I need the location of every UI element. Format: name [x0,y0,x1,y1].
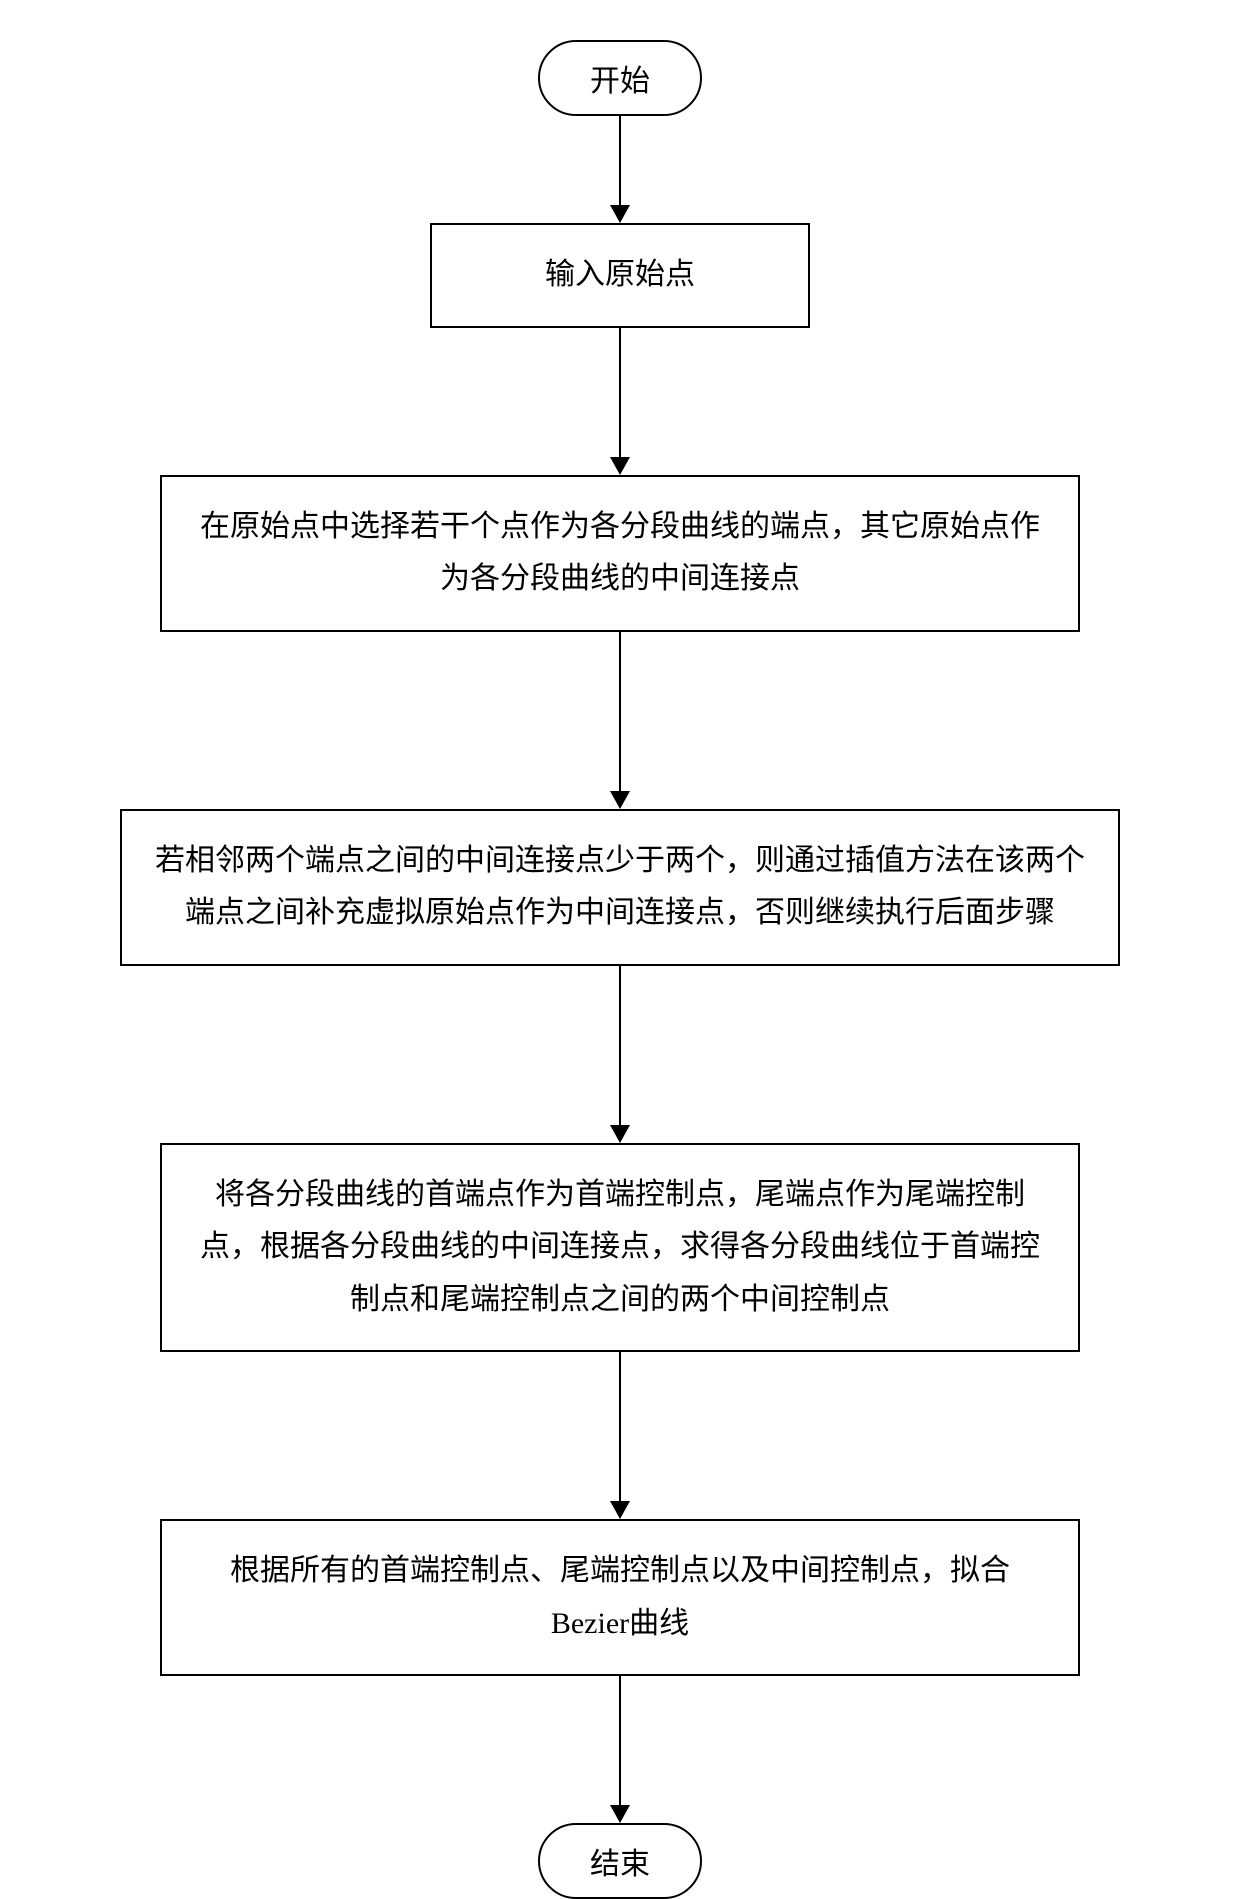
edge-n3-n4 [610,966,630,1143]
edge-n5-end [610,1676,630,1823]
flowchart: 开始 输入原始点 在原始点中选择若干个点作为各分段曲线的端点，其它原始点作为各分… [110,40,1130,1899]
node-select-endpoints: 在原始点中选择若干个点作为各分段曲线的端点，其它原始点作为各分段曲线的中间连接点 [160,475,1080,632]
arrow-head-icon [610,1125,630,1143]
arrow-line [619,116,621,206]
node-interpolate-label: 若相邻两个端点之间的中间连接点少于两个，则通过插值方法在该两个端点之间补充虚拟原… [152,835,1088,940]
arrow-line [619,1676,621,1806]
arrow-head-icon [610,1805,630,1823]
edge-n2-n3 [610,632,630,809]
node-select-endpoints-label: 在原始点中选择若干个点作为各分段曲线的端点，其它原始点作为各分段曲线的中间连接点 [192,501,1048,606]
edge-n4-n5 [610,1352,630,1519]
arrow-head-icon [610,205,630,223]
arrow-head-icon [610,791,630,809]
node-fit-bezier: 根据所有的首端控制点、尾端控制点以及中间控制点，拟合Bezier曲线 [160,1519,1080,1676]
arrow-head-icon [610,457,630,475]
edge-start-n1 [610,116,630,223]
arrow-line [619,1352,621,1502]
node-control-points: 将各分段曲线的首端点作为首端控制点，尾端点作为尾端控制点，根据各分段曲线的中间连… [160,1143,1080,1353]
node-start: 开始 [538,40,702,116]
arrow-head-icon [610,1501,630,1519]
edge-n1-n2 [610,328,630,475]
node-interpolate: 若相邻两个端点之间的中间连接点少于两个，则通过插值方法在该两个端点之间补充虚拟原… [120,809,1120,966]
node-start-label: 开始 [590,65,650,98]
node-control-points-label: 将各分段曲线的首端点作为首端控制点，尾端点作为尾端控制点，根据各分段曲线的中间连… [192,1169,1048,1327]
node-end: 结束 [538,1823,702,1899]
node-fit-bezier-label: 根据所有的首端控制点、尾端控制点以及中间控制点，拟合Bezier曲线 [192,1545,1048,1650]
arrow-line [619,328,621,458]
node-end-label: 结束 [590,1848,650,1881]
arrow-line [619,632,621,792]
node-input-points-label: 输入原始点 [545,249,695,302]
arrow-line [619,966,621,1126]
node-input-points: 输入原始点 [430,223,810,328]
